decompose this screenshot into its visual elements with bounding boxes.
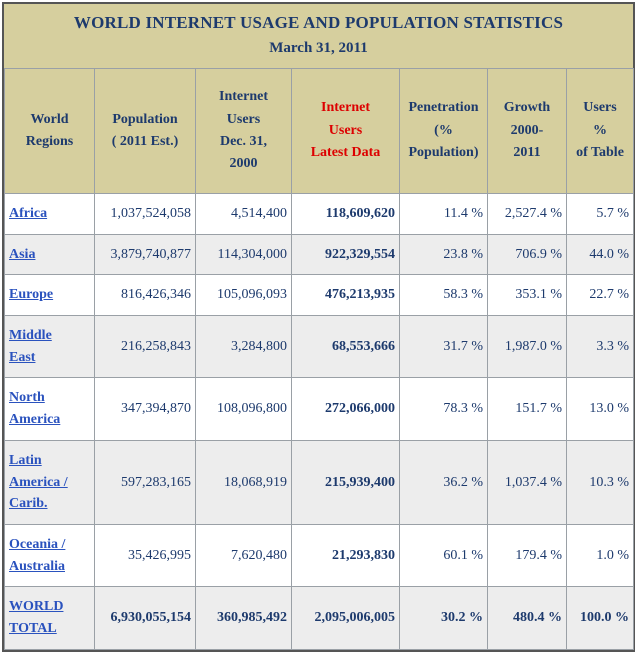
table-caption: WORLD INTERNET USAGE AND POPULATION STAT…: [4, 4, 633, 68]
table-row-total: WORLD TOTAL 6,930,055,154 360,985,492 2,095…: [4, 586, 634, 650]
region-link[interactable]: Oceania / Australia: [9, 536, 66, 574]
cell-region: North America: [4, 377, 95, 441]
region-link[interactable]: Asia: [9, 246, 36, 262]
cell-users-latest: 922,329,554: [291, 233, 400, 276]
cell-users-2000: 4,514,400: [195, 193, 292, 235]
cell-users-pct: 3.3 %: [566, 315, 634, 379]
col-header-growth: Growth 2000- 2011: [487, 68, 567, 194]
cell-users-2000: 108,096,800: [195, 377, 292, 441]
page-title: WORLD INTERNET USAGE AND POPULATION STAT…: [73, 13, 564, 32]
cell-users-2000: 105,096,093: [195, 274, 292, 317]
cell-population: 35,426,995: [94, 523, 196, 588]
region-link[interactable]: Middle East: [9, 328, 52, 365]
col-header-users-latest: Internet Users Latest Data: [291, 68, 400, 194]
cell-region: WORLD TOTAL: [4, 586, 95, 650]
stats-table: World Regions Population ( 2011 Est.) In…: [4, 68, 634, 650]
cell-users-pct: 100.0 %: [566, 586, 634, 650]
cell-users-latest: 68,553,666: [291, 315, 400, 379]
cell-users-2000: 360,985,492: [195, 586, 292, 650]
cell-users-pct: 5.7 %: [566, 193, 634, 235]
col-header-users-pct: Users % of Table: [566, 68, 634, 194]
cell-region: Europe: [4, 274, 95, 317]
cell-users-2000: 7,620,480: [195, 523, 292, 588]
cell-population: 597,283,165: [94, 439, 196, 525]
cell-growth: 480.4 %: [487, 586, 567, 650]
cell-users-pct: 13.0 %: [566, 377, 634, 441]
cell-users-pct: 10.3 %: [566, 439, 634, 525]
cell-penetration: 30.2 %: [399, 586, 488, 650]
cell-users-latest: 476,213,935: [291, 274, 400, 317]
region-link[interactable]: Europe: [9, 287, 54, 303]
cell-users-pct: 22.7 %: [566, 274, 634, 317]
cell-growth: 353.1 %: [487, 274, 567, 317]
cell-growth: 1,987.0 %: [487, 315, 567, 379]
cell-penetration: 31.7 %: [399, 315, 488, 379]
col-header-users-2000: Internet Users Dec. 31, 2000: [195, 68, 292, 194]
cell-growth: 179.4 %: [487, 523, 567, 588]
cell-population: 1,037,524,058: [94, 193, 196, 235]
header-row: World Regions Population ( 2011 Est.) In…: [4, 68, 634, 194]
col-header-population: Population ( 2011 Est.): [94, 68, 196, 194]
region-link[interactable]: WORLD TOTAL: [9, 599, 64, 636]
cell-population: 216,258,843: [94, 315, 196, 379]
cell-region: Oceania / Australia: [4, 523, 95, 588]
cell-region: Africa: [4, 193, 95, 235]
table-body: Africa 1,037,524,058 4,514,400 118,609,620 1…: [4, 193, 634, 650]
cell-users-latest: 21,293,830: [291, 523, 400, 588]
cell-users-latest: 272,066,000: [291, 377, 400, 441]
region-link[interactable]: Latin America / Carib.: [9, 452, 68, 512]
table-row: Oceania / Australia 35,426,995 7,620,480 21…: [4, 523, 634, 588]
cell-penetration: 78.3 %: [399, 377, 488, 441]
cell-users-latest: 118,609,620: [291, 193, 400, 235]
table-row: Europe 816,426,346 105,096,093 476,213,935 5…: [4, 274, 634, 317]
stats-table-container: WORLD INTERNET USAGE AND POPULATION STAT…: [2, 2, 635, 652]
cell-growth: 706.9 %: [487, 233, 567, 276]
cell-population: 347,394,870: [94, 377, 196, 441]
table-row: North America 347,394,870 108,096,800 272,0…: [4, 377, 634, 441]
cell-users-2000: 18,068,919: [195, 439, 292, 525]
cell-penetration: 36.2 %: [399, 439, 488, 525]
cell-growth: 1,037.4 %: [487, 439, 567, 525]
cell-penetration: 23.8 %: [399, 233, 488, 276]
region-link[interactable]: North America: [9, 390, 61, 428]
cell-users-latest: 215,939,400: [291, 439, 400, 525]
cell-region: Asia: [4, 233, 95, 276]
table-row: Africa 1,037,524,058 4,514,400 118,609,620 1…: [4, 193, 634, 235]
cell-penetration: 58.3 %: [399, 274, 488, 317]
col-header-region: World Regions: [4, 68, 95, 194]
cell-users-latest: 2,095,006,005: [291, 586, 400, 650]
cell-users-2000: 114,304,000: [195, 233, 292, 276]
cell-growth: 151.7 %: [487, 377, 567, 441]
cell-users-pct: 1.0 %: [566, 523, 634, 588]
table-row: Latin America / Carib. 597,283,165 18,068,…: [4, 439, 634, 525]
cell-population: 3,879,740,877: [94, 233, 196, 276]
cell-users-2000: 3,284,800: [195, 315, 292, 379]
cell-users-pct: 44.0 %: [566, 233, 634, 276]
region-link[interactable]: Africa: [9, 206, 48, 221]
page-subtitle: March 31, 2011: [269, 40, 368, 56]
cell-population: 816,426,346: [94, 274, 196, 317]
cell-penetration: 11.4 %: [399, 193, 488, 235]
table-row: Asia 3,879,740,877 114,304,000 922,329,554 2…: [4, 233, 634, 276]
cell-penetration: 60.1 %: [399, 523, 488, 588]
table-row: Middle East 216,258,843 3,284,800 68,553,66…: [4, 315, 634, 379]
cell-growth: 2,527.4 %: [487, 193, 567, 235]
cell-region: Latin America / Carib.: [4, 439, 95, 525]
cell-region: Middle East: [4, 315, 95, 379]
col-header-penetration: Penetration (% Population): [399, 68, 488, 194]
cell-population: 6,930,055,154: [94, 586, 196, 650]
